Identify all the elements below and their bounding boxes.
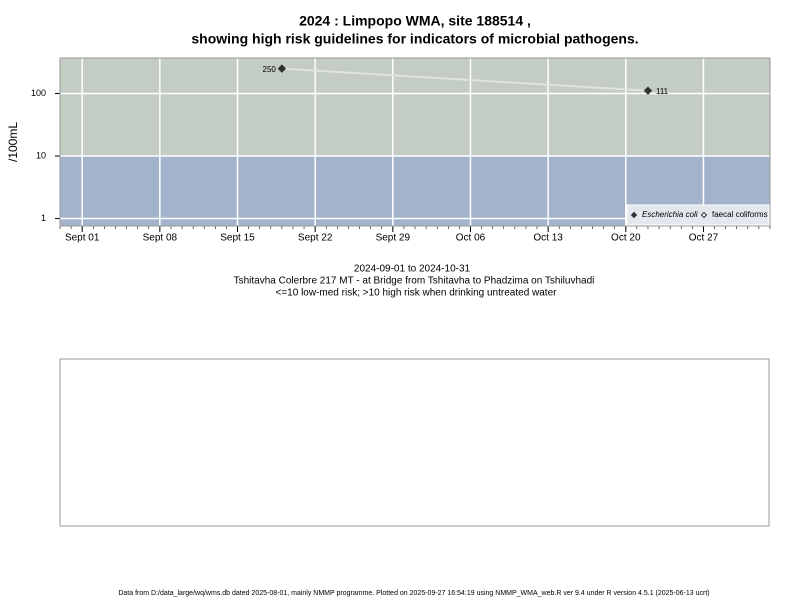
site-description: Tshitavha Colerbre 217 MT - at Bridge fr… bbox=[234, 276, 595, 287]
date-range: 2024-09-01 to 2024-10-31 bbox=[354, 264, 471, 275]
high-risk-band bbox=[60, 58, 770, 157]
x-tick-label: Oct 06 bbox=[456, 233, 486, 244]
data-point bbox=[277, 64, 287, 73]
y-tick-label: 10 bbox=[36, 150, 46, 160]
y-axis-label: /100mL bbox=[6, 122, 20, 162]
x-tick-label: Sept 08 bbox=[143, 233, 178, 244]
plot-frame bbox=[59, 57, 771, 227]
x-tick-label: Oct 13 bbox=[533, 233, 563, 244]
risk-note: <=10 low-med risk; >10 high risk when dr… bbox=[276, 288, 558, 299]
data-point bbox=[643, 86, 653, 95]
series-line bbox=[281, 67, 649, 92]
empty-panel bbox=[59, 358, 770, 527]
x-tick-label: Oct 27 bbox=[689, 233, 719, 244]
x-tick-label: Sept 22 bbox=[298, 233, 333, 244]
legend-marker bbox=[700, 211, 708, 219]
legend-box bbox=[626, 204, 770, 226]
x-tick-label: Oct 20 bbox=[611, 233, 641, 244]
legend-label: Escherichia coli bbox=[642, 210, 698, 219]
data-label: 111 bbox=[656, 87, 669, 96]
chart-title: 2024 : Limpopo WMA, site 188514 , bbox=[299, 13, 531, 29]
y-tick-label: 100 bbox=[31, 88, 46, 98]
data-label: 250 bbox=[263, 65, 277, 74]
x-tick-label: Sept 01 bbox=[65, 233, 100, 244]
footer: Data from D:/data_large/wq/wms.db dated … bbox=[118, 590, 709, 597]
legend-label: faecal coliforms bbox=[712, 210, 768, 219]
x-tick-label: Sept 29 bbox=[376, 233, 411, 244]
x-tick-label: Sept 15 bbox=[220, 233, 255, 244]
chart-subtitle: showing high risk guidelines for indicat… bbox=[191, 31, 638, 47]
plot: 1 10 100 Sept 01 Sept 08 Sept 15 Sept 22 Sept 2… bbox=[31, 57, 771, 244]
y-tick-label: 1 bbox=[41, 213, 46, 223]
legend-marker bbox=[630, 211, 638, 219]
